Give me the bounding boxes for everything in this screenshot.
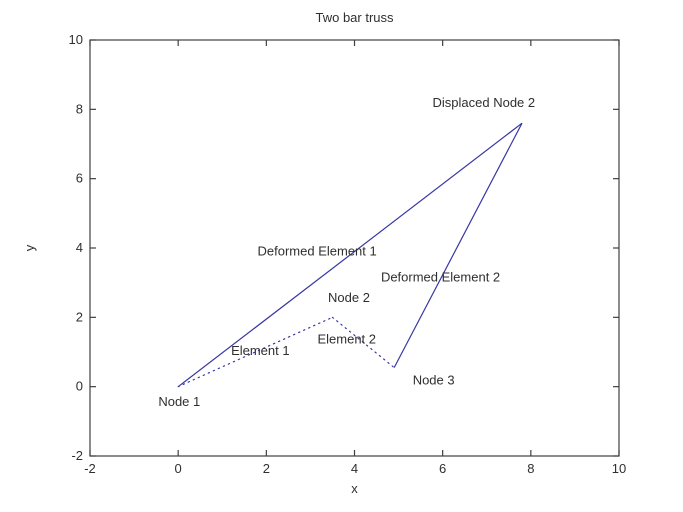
series-deformed-element-2 xyxy=(393,122,523,368)
annotation-element-1: Element 1 xyxy=(231,343,290,358)
series-element-1 xyxy=(177,316,334,388)
y-tick-label: 4 xyxy=(76,240,83,255)
series-deformed-element-1 xyxy=(177,122,523,388)
y-tick-label: 10 xyxy=(69,32,83,47)
chart-title: Two bar truss xyxy=(315,10,394,25)
x-tick-label: 6 xyxy=(439,461,446,476)
y-tick-label: 2 xyxy=(76,309,83,324)
axes-box: -2 0 2 4 6 8 10 -2 0 2 4 6 8 10 xyxy=(69,32,627,476)
x-tick-label: -2 xyxy=(84,461,96,476)
text-annotations: Node 1 Node 2 Node 3 Element 1 Element 2 Defo… xyxy=(158,95,535,409)
x-axis-label: x xyxy=(351,481,358,496)
y-axis-label: y xyxy=(22,244,37,251)
x-tick-label: 4 xyxy=(351,461,358,476)
annotation-deformed-element-2: Deformed Element 2 xyxy=(381,269,500,284)
x-tick-label: 2 xyxy=(263,461,270,476)
annotation-node-3: Node 3 xyxy=(413,372,455,387)
annotation-node-2: Node 2 xyxy=(328,290,370,305)
series-lines xyxy=(177,122,523,388)
y-tick-label: 8 xyxy=(76,101,83,116)
y-tick-label: -2 xyxy=(71,448,83,463)
y-tick-label: 0 xyxy=(76,379,83,394)
x-tick-label: 0 xyxy=(175,461,182,476)
x-tick-label: 10 xyxy=(612,461,626,476)
annotation-element-2: Element 2 xyxy=(317,331,376,346)
x-tick-label: 8 xyxy=(527,461,534,476)
series-element-2 xyxy=(331,316,395,369)
annotation-deformed-element-1: Deformed Element 1 xyxy=(258,243,377,258)
y-tick-label: 6 xyxy=(76,171,83,186)
annotation-displaced-node-2: Displaced Node 2 xyxy=(433,95,536,110)
annotation-node-1: Node 1 xyxy=(158,394,200,409)
